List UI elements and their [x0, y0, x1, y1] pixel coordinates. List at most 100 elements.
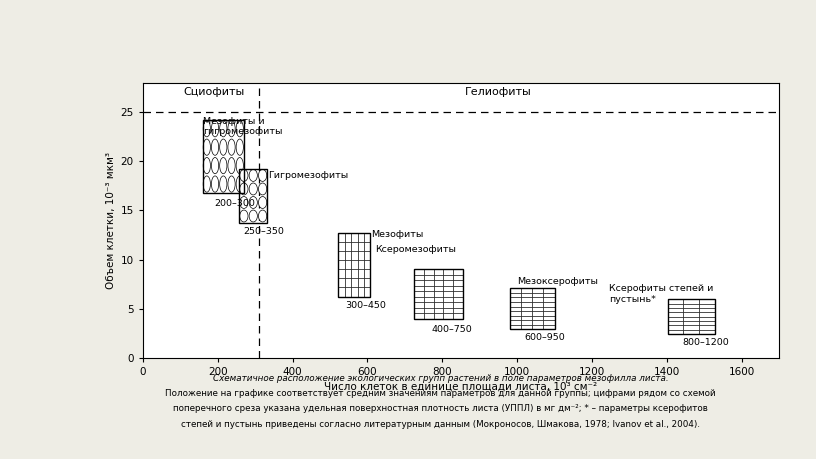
- Bar: [357, 251, 364, 260]
- Bar: [668, 299, 715, 334]
- Bar: [699, 321, 715, 325]
- Bar: [339, 278, 345, 287]
- Bar: [434, 297, 443, 302]
- Bar: [532, 302, 543, 307]
- Bar: [699, 325, 715, 330]
- Bar: [443, 297, 453, 302]
- Text: Гелиофиты: Гелиофиты: [465, 87, 532, 97]
- Text: Схематичное расположение экологических групп растений в поле параметров мезофилл: Схематичное расположение экологических г…: [213, 374, 668, 383]
- Bar: [510, 316, 521, 320]
- Bar: [415, 275, 424, 280]
- Text: Сциофиты: Сциофиты: [184, 87, 245, 97]
- Bar: [453, 297, 463, 302]
- Bar: [434, 308, 443, 313]
- Bar: [339, 233, 345, 242]
- Ellipse shape: [249, 169, 257, 181]
- Bar: [510, 311, 521, 316]
- Bar: [510, 297, 521, 302]
- Bar: [510, 288, 521, 293]
- Ellipse shape: [228, 157, 235, 174]
- Bar: [434, 269, 443, 275]
- Bar: [521, 293, 532, 297]
- Bar: [521, 307, 532, 311]
- Bar: [339, 242, 345, 251]
- Ellipse shape: [228, 139, 235, 155]
- Bar: [345, 287, 351, 297]
- Text: Мезофиты и
гигромезофиты: Мезофиты и гигромезофиты: [202, 117, 282, 136]
- Bar: [415, 291, 424, 297]
- Bar: [364, 278, 370, 287]
- Bar: [443, 302, 453, 308]
- Bar: [453, 280, 463, 286]
- Bar: [351, 278, 357, 287]
- Bar: [684, 313, 699, 317]
- Bar: [510, 302, 521, 307]
- Bar: [521, 311, 532, 316]
- Bar: [434, 286, 443, 291]
- Bar: [424, 291, 434, 297]
- Text: 600–950: 600–950: [525, 333, 565, 342]
- Bar: [453, 308, 463, 313]
- Ellipse shape: [249, 183, 257, 195]
- Bar: [453, 269, 463, 275]
- Bar: [543, 297, 555, 302]
- Text: 300–450: 300–450: [345, 301, 386, 310]
- Text: Ксеромезофиты: Ксеромезофиты: [375, 245, 456, 254]
- Ellipse shape: [236, 176, 243, 192]
- Bar: [532, 297, 543, 302]
- Text: 400–750: 400–750: [431, 325, 472, 334]
- Bar: [668, 308, 684, 313]
- Bar: [351, 260, 357, 269]
- Bar: [668, 313, 684, 317]
- Bar: [532, 316, 543, 320]
- Bar: [345, 233, 351, 242]
- Bar: [345, 269, 351, 278]
- Ellipse shape: [220, 176, 227, 192]
- Ellipse shape: [259, 196, 267, 208]
- Bar: [453, 286, 463, 291]
- Bar: [521, 316, 532, 320]
- Bar: [339, 251, 345, 260]
- Bar: [532, 320, 543, 325]
- Ellipse shape: [240, 196, 248, 208]
- Bar: [521, 288, 532, 293]
- Bar: [424, 286, 434, 291]
- Bar: [543, 325, 555, 330]
- Bar: [543, 307, 555, 311]
- Bar: [668, 330, 684, 334]
- Text: 200–300: 200–300: [214, 199, 255, 207]
- Bar: [668, 321, 684, 325]
- Bar: [521, 297, 532, 302]
- Ellipse shape: [240, 183, 248, 195]
- Bar: [532, 325, 543, 330]
- Ellipse shape: [228, 176, 235, 192]
- Bar: [699, 330, 715, 334]
- Bar: [415, 269, 463, 319]
- Text: Положение на графике соответствует средним значениям параметров для данной групп: Положение на графике соответствует средн…: [166, 389, 716, 398]
- Bar: [345, 278, 351, 287]
- Bar: [684, 325, 699, 330]
- Y-axis label: Объем клетки, 10⁻³ мкм³: Объем клетки, 10⁻³ мкм³: [106, 152, 117, 289]
- Ellipse shape: [203, 176, 211, 192]
- Bar: [453, 291, 463, 297]
- Text: Мезоксерофиты: Мезоксерофиты: [517, 277, 598, 286]
- Bar: [443, 291, 453, 297]
- Bar: [684, 330, 699, 334]
- Bar: [699, 299, 715, 304]
- Bar: [415, 286, 424, 291]
- Bar: [543, 302, 555, 307]
- Text: 800–1200: 800–1200: [682, 338, 729, 347]
- Bar: [510, 288, 555, 330]
- Ellipse shape: [236, 139, 243, 155]
- Text: Гигромезофиты: Гигромезофиты: [268, 171, 348, 180]
- Bar: [543, 320, 555, 325]
- Text: Мезофиты: Мезофиты: [371, 230, 424, 239]
- Ellipse shape: [249, 196, 257, 208]
- Ellipse shape: [203, 157, 211, 174]
- Bar: [510, 325, 521, 330]
- Ellipse shape: [211, 176, 219, 192]
- Bar: [543, 288, 555, 293]
- Bar: [668, 325, 684, 330]
- Bar: [424, 275, 434, 280]
- Bar: [434, 291, 443, 297]
